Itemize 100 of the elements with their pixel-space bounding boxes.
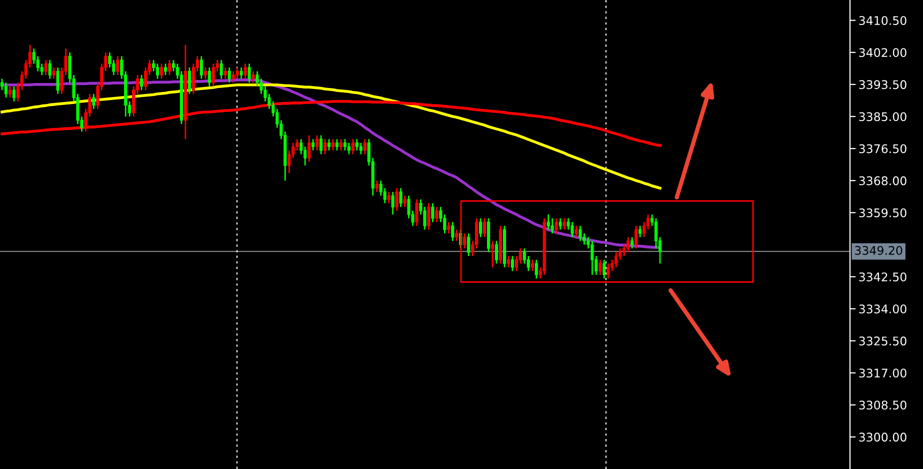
y-tick-label: 3393.50 xyxy=(859,80,906,90)
candlestick xyxy=(323,138,327,155)
candlestick xyxy=(614,252,618,268)
candlestick xyxy=(518,248,522,264)
candlestick xyxy=(164,63,168,76)
candlestick xyxy=(490,240,494,268)
candlestick xyxy=(530,259,534,272)
candlestick xyxy=(630,236,634,250)
candlestick xyxy=(228,66,231,84)
candlestick xyxy=(399,187,402,208)
candlestick xyxy=(288,150,291,174)
y-tick-label: 3334.00 xyxy=(859,304,906,314)
candlestick xyxy=(140,74,144,91)
candlestick xyxy=(626,236,630,253)
y-tick-label: 3385.00 xyxy=(859,112,906,122)
candlestick xyxy=(654,218,658,250)
candlestick xyxy=(395,187,398,212)
candlestick xyxy=(451,221,454,242)
candlestick xyxy=(427,202,430,230)
candlestick xyxy=(435,206,438,223)
candlestick xyxy=(646,214,650,230)
candlestick xyxy=(391,191,394,216)
y-tick-label: 3359.50 xyxy=(859,208,906,218)
candlestick xyxy=(375,180,378,193)
candlestick xyxy=(92,93,96,110)
candlestick xyxy=(622,244,626,257)
candlestick xyxy=(300,138,303,155)
candlestick xyxy=(355,138,358,152)
candlestick xyxy=(56,66,60,95)
candlestick xyxy=(506,255,510,268)
candlestick xyxy=(335,138,339,152)
candlestick xyxy=(602,259,606,280)
y-tick-label: 3410.50 xyxy=(859,16,906,26)
candlestick xyxy=(578,225,582,242)
y-tick-label: 3300.00 xyxy=(859,432,906,442)
candlestick xyxy=(48,59,52,80)
candlestick xyxy=(526,255,530,272)
candlestick xyxy=(387,191,390,204)
candlestick xyxy=(0,78,4,91)
candlestick xyxy=(204,66,207,80)
candlestick xyxy=(455,228,458,242)
candlestick xyxy=(534,259,538,280)
candlestick xyxy=(152,59,156,72)
candlestick xyxy=(208,66,211,88)
candlestick xyxy=(160,63,164,80)
candlestick xyxy=(606,262,610,280)
candlestick xyxy=(363,138,366,155)
candlestick xyxy=(188,66,191,95)
candlestick xyxy=(44,59,48,76)
candlestick xyxy=(482,218,486,238)
candlestick xyxy=(108,52,112,68)
y-tick-label: 3376.50 xyxy=(859,144,906,154)
candlestick xyxy=(144,66,148,91)
ref-line-label: 3349.20 xyxy=(855,246,902,255)
y-tick-label: 3325.50 xyxy=(859,336,906,346)
candlestick xyxy=(315,134,319,152)
candlestick xyxy=(463,232,466,250)
candlestick xyxy=(574,225,578,238)
y-tick-label: 3308.50 xyxy=(859,400,906,410)
candlestick xyxy=(431,202,434,223)
candlestick xyxy=(224,66,227,80)
candlestick xyxy=(12,86,16,102)
candlestick xyxy=(467,232,470,257)
y-tick-label: 3368.00 xyxy=(859,176,906,186)
candlestick xyxy=(236,66,239,80)
candlestick xyxy=(510,255,514,272)
candlestick xyxy=(248,63,251,84)
candlestick xyxy=(383,187,386,204)
y-tick-label: 3317.00 xyxy=(859,368,906,378)
candlestick xyxy=(638,225,642,238)
candlestick xyxy=(232,70,235,84)
candlestick xyxy=(200,55,203,80)
candlestick xyxy=(598,259,602,276)
candlestick xyxy=(403,194,406,208)
candlestick xyxy=(244,63,247,80)
candlestick xyxy=(156,63,160,80)
candlestick xyxy=(339,138,343,152)
candlestick xyxy=(359,142,362,155)
candlestick xyxy=(212,63,215,88)
candlestick xyxy=(479,218,482,238)
candlestick xyxy=(562,218,566,230)
candlestick xyxy=(220,59,223,80)
y-tick-label: 3342.50 xyxy=(859,272,906,282)
candlestick xyxy=(447,221,450,234)
candlestick xyxy=(554,218,558,234)
candlestick xyxy=(36,55,40,72)
candlestick xyxy=(168,59,172,76)
candlestick xyxy=(351,138,354,155)
candlestick xyxy=(642,221,646,238)
candlestick xyxy=(347,142,350,155)
candlestick xyxy=(550,218,554,234)
candlestick xyxy=(546,214,550,230)
candlestick xyxy=(4,82,8,98)
y-tick-label: 3402.00 xyxy=(859,48,906,58)
candlestick xyxy=(343,138,347,152)
candlestick xyxy=(52,66,56,80)
candlestick xyxy=(331,138,335,152)
candlestick xyxy=(40,63,44,76)
candlestick xyxy=(8,86,12,98)
candlestick xyxy=(570,221,574,238)
